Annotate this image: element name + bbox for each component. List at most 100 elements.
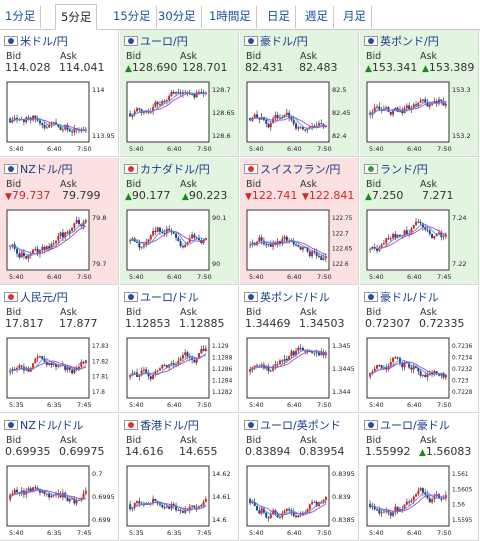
rate-card[interactable]: 人民元/円 Bid Ask 17.817 17.877 17.83 17.82 17.81 17… [0, 286, 119, 413]
price-chart-container[interactable]: 82.5 82.45 82.4 5:40 6:40 7:50 [243, 78, 355, 155]
price-chart-container[interactable]: 14.62 14.61 14.6 5:35 6:35 7:45 [123, 462, 235, 539]
bid-value: 14.616 [125, 445, 164, 458]
price-chart-container[interactable]: 122.75 122.7 122.65 122.6 5:40 6:40 7:50 [243, 206, 355, 283]
rate-card-title[interactable]: 香港ドル/円 [124, 417, 199, 433]
price-chart-container[interactable]: 79.8 79.7 5:40 6:40 7:50 [3, 206, 115, 283]
y-tick-label: 79.8 [92, 214, 106, 222]
price-chart-container[interactable]: 1.345 1.3445 1.344 5:40 6:40 7:50 [243, 334, 355, 411]
rate-card[interactable]: スイスフラン/円 Bid Ask ▼122.741 ▼122.841 122.75 122.… [240, 158, 359, 285]
rate-card[interactable]: 香港ドル/円 Bid Ask 14.616 14.655 14.62 14.61 14.6 5:… [120, 414, 239, 541]
price-chart-container[interactable]: 7.24 7.22 5:40 6:40 7:45 [363, 206, 475, 283]
tab-1[interactable]: 5分足 [55, 4, 98, 30]
y-tick-label: 1.1282 [212, 390, 233, 396]
price-chart-container[interactable]: 0.8395 0.839 0.8385 5:40 6:40 7:50 [243, 462, 355, 539]
rate-card[interactable]: ユーロ/円 Bid Ask ▲128.690 128.701 128.7 128.65 128… [120, 30, 239, 157]
candle-body [276, 364, 279, 366]
candle-body [424, 99, 427, 103]
rate-card[interactable]: 豪ドル/ドル Bid Ask 0.72307 0.72335 0.7236 0.7234 0.… [360, 286, 479, 413]
candle-body [177, 509, 180, 511]
rate-card-title[interactable]: 豪ドル/ドル [364, 289, 439, 305]
price-chart: 0.7236 0.7234 0.7232 0.723 0.7228 5:40 6:40 7:5… [366, 337, 473, 409]
candle-body [145, 369, 148, 373]
candle-body [138, 242, 141, 248]
rate-card-title[interactable]: カナダドル/円 [124, 161, 210, 177]
rate-card[interactable]: ランド/円 Bid Ask ▲7.250 7.271 7.24 7.22 5:40 6:40 7:… [360, 158, 479, 285]
rate-card[interactable]: NZドル/ドル Bid Ask 0.69935 0.69975 0.7 0.6995 0.69… [0, 414, 119, 541]
tab-0[interactable]: 1分足 [0, 6, 42, 28]
candle-body [424, 227, 427, 230]
tab-3[interactable]: 30分足 [153, 6, 202, 28]
rate-card-title[interactable]: スイスフラン/円 [244, 161, 340, 177]
price-chart-container[interactable]: 114 113.95 5:40 6:40 7:50 [3, 78, 115, 155]
price-chart-container[interactable]: 1.561 1.5605 1.56 1.5595 5:40 6:40 7:50 [363, 462, 475, 539]
candle-body [138, 501, 141, 504]
rate-card[interactable]: ユーロ/英ポンド Bid Ask 0.83894 0.83954 0.8395 0.839 0… [240, 414, 359, 541]
price-chart-container[interactable]: 128.7 128.65 128.6 5:40 6:40 7:50 [123, 78, 235, 155]
rate-card-title[interactable]: 英ポンド/ドル [244, 289, 330, 305]
x-tick-label: 6:35 [47, 401, 62, 409]
price-chart-container[interactable]: 0.7236 0.7234 0.7232 0.723 0.7228 5:40 6:40 7:5… [363, 334, 475, 411]
x-tick-label: 7:45 [77, 529, 92, 537]
candle-body [18, 492, 21, 494]
rate-card-title[interactable]: 英ポンド/円 [364, 33, 439, 49]
candle-body [267, 123, 270, 128]
y-tick-label: 0.7234 [452, 356, 473, 362]
price-chart-container[interactable]: 90.1 90 5:40 6:40 7:50 [123, 206, 235, 283]
tab-5[interactable]: 日足 [262, 6, 296, 28]
currency-flag-icon [364, 420, 378, 430]
candle-body [152, 107, 155, 112]
rate-card-title[interactable]: ユーロ/豪ドル [364, 417, 450, 433]
candle-body [281, 513, 284, 517]
candle-body [64, 365, 67, 370]
candle-body [181, 246, 184, 248]
ask-value: 17.877 [59, 317, 98, 330]
rate-card-title[interactable]: 米ドル/円 [4, 33, 68, 49]
rate-card-title[interactable]: ランド/円 [364, 161, 428, 177]
candle-body [75, 368, 78, 370]
price-chart-container[interactable]: 17.83 17.82 17.81 17.8 5:35 6:35 7:45 [3, 334, 115, 411]
rate-card[interactable]: ユーロ/ドル Bid Ask 1.12853 1.12885 1.129 1.1288 1.1… [120, 286, 239, 413]
price-chart-container[interactable]: 153.3 153.2 5:40 6:40 7:50 [363, 78, 475, 155]
tab-6[interactable]: 週足 [300, 6, 334, 28]
candle-body [272, 510, 275, 515]
candle-body [253, 114, 256, 119]
rate-card-title[interactable]: ユーロ/円 [124, 33, 188, 49]
rate-card[interactable]: 英ポンド/ドル Bid Ask 1.34469 1.34503 1.345 1.3445 1.… [240, 286, 359, 413]
candle-body [27, 369, 30, 372]
rate-card[interactable]: カナダドル/円 Bid Ask ▲90.177 ▲90.223 90.1 90 5:40 6:4… [120, 158, 239, 285]
rate-card[interactable]: ユーロ/豪ドル Bid Ask 1.55992 ▲1.56083 1.561 1.5605 1… [360, 414, 479, 541]
price-chart-container[interactable]: 1.129 1.1288 1.1286 1.1284 1.1282 5:40 6:40 7:5… [123, 334, 235, 411]
x-tick-label: 7:45 [77, 401, 92, 409]
rate-card[interactable]: 豪ドル/円 Bid Ask 82.431 82.483 82.5 82.45 82.4 5:40… [240, 30, 359, 157]
tab-2[interactable]: 15分足 [108, 6, 157, 28]
tab-7[interactable]: 月足 [338, 6, 372, 28]
ask-value: 7.271 [422, 189, 454, 202]
candle-body [152, 230, 155, 236]
price-chart-container[interactable]: 0.7 0.6995 0.699 5:40 6:35 7:45 [3, 462, 115, 539]
y-tick-label: 1.344 [332, 388, 351, 396]
candle-body [13, 369, 16, 371]
bid-value: ▼79.737 [5, 189, 51, 202]
candle-body [202, 239, 205, 244]
tab-4[interactable]: 1時間足 [204, 6, 257, 28]
rate-card-title[interactable]: ユーロ/ドル [124, 289, 199, 305]
y-tick-label: 1.56 [452, 503, 465, 509]
rate-card[interactable]: 英ポンド/円 Bid Ask ▲153.341 ▲153.389 153.3 153.2 5:… [360, 30, 479, 157]
rate-card[interactable]: NZドル/円 Bid Ask ▼79.737 79.799 79.8 79.7 5:40 6:4… [0, 158, 119, 285]
bid-value: 1.55992 [365, 445, 411, 458]
candle-body [181, 355, 184, 359]
currency-pair-label: 豪ドル/円 [260, 35, 308, 48]
rate-card[interactable]: 米ドル/円 Bid Ask 114.028 114.041 114 113.95 5:40 6:… [0, 30, 119, 157]
candle-body [59, 126, 62, 130]
rate-card-title[interactable]: NZドル/円 [4, 161, 72, 177]
y-tick-label: 1.1288 [212, 356, 233, 362]
rate-card-title[interactable]: 人民元/円 [4, 289, 68, 305]
x-tick-label: 5:40 [129, 145, 144, 153]
candle-body [16, 248, 19, 254]
rate-card-title[interactable]: NZドル/ドル [4, 417, 83, 433]
up-arrow-icon: ▲ [422, 64, 429, 74]
candle-body [392, 357, 395, 363]
candle-body [260, 508, 263, 514]
rate-card-title[interactable]: ユーロ/英ポンド [244, 417, 341, 433]
rate-card-title[interactable]: 豪ドル/円 [244, 33, 308, 49]
